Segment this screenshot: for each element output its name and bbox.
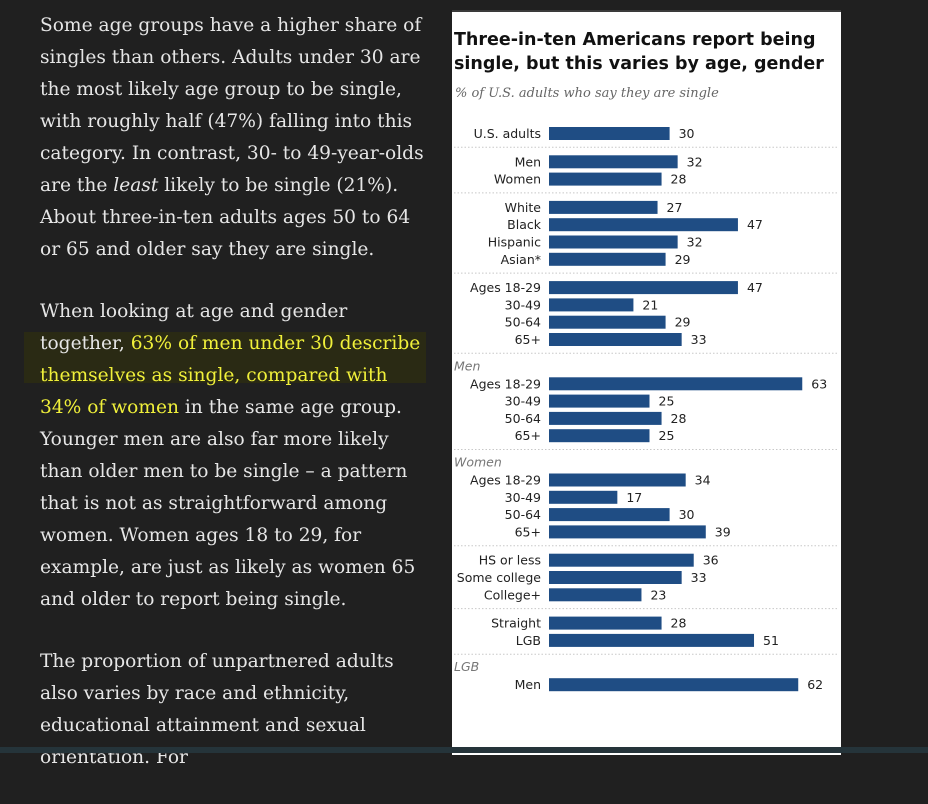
bar	[549, 155, 678, 169]
value-label: 32	[687, 235, 703, 250]
category-label: Some college	[457, 570, 542, 585]
value-label: 34	[695, 473, 711, 488]
bar	[549, 377, 803, 391]
value-label: 29	[675, 315, 691, 330]
bottom-scroll-strip	[0, 747, 928, 753]
bar-chart: U.S. adults 30 Men 32 Women 28 White 27 Black 47 H…	[454, 126, 839, 692]
bar	[549, 525, 706, 539]
group-label: Men	[454, 358, 480, 373]
category-label: 50-64	[505, 507, 541, 522]
paragraph-2: When looking at age and gender together,…	[40, 296, 425, 616]
category-label: Ages 18-29	[470, 376, 541, 391]
value-label: 33	[691, 570, 707, 585]
value-label: 30	[679, 126, 695, 141]
highlight-band	[24, 332, 426, 383]
category-label: 30-49	[505, 297, 541, 312]
bar	[549, 678, 799, 692]
value-label: 36	[703, 553, 719, 568]
category-label: U.S. adults	[474, 126, 541, 141]
bar	[549, 315, 666, 329]
chart-title: Three-in-ten Americans report being sing…	[454, 30, 824, 74]
category-label: HS or less	[479, 553, 541, 568]
paragraph-2-tail: in the same age group. Younger men are a…	[40, 397, 416, 610]
category-label: 30-49	[505, 490, 541, 505]
paragraph-3: The proportion of unpartnered adults als…	[40, 651, 394, 768]
value-label: 21	[642, 297, 658, 312]
bar	[549, 553, 694, 567]
paragraph-1-lead: Some age groups have a higher share of s…	[40, 15, 424, 196]
bar	[549, 490, 618, 504]
category-label: 65+	[515, 524, 541, 539]
bar	[549, 281, 738, 295]
bar	[549, 127, 670, 140]
value-label: 47	[747, 217, 763, 232]
category-label: 30-49	[505, 394, 541, 409]
category-label: 65+	[515, 332, 541, 347]
category-label: Men	[515, 677, 541, 692]
bar	[549, 333, 682, 346]
bar	[549, 429, 650, 443]
category-label: Black	[507, 217, 542, 232]
value-label: 25	[659, 394, 675, 409]
category-label: 65+	[515, 428, 541, 443]
bar	[549, 394, 650, 408]
bar	[549, 571, 682, 584]
paragraph-1-tail: likely to be single (21%). About three-i…	[40, 175, 411, 260]
value-label: 30	[679, 507, 695, 522]
bar	[549, 411, 662, 425]
article-text: Some age groups have a higher share of s…	[40, 10, 425, 804]
bar	[549, 218, 738, 232]
group-label: LGB	[454, 659, 479, 674]
value-label: 29	[675, 252, 691, 267]
value-label: 51	[763, 633, 779, 648]
bar	[549, 588, 642, 602]
bar	[549, 200, 658, 214]
category-label: LGB	[516, 633, 541, 648]
bar	[549, 172, 662, 186]
category-label: Ages 18-29	[470, 473, 541, 488]
value-label: 28	[671, 616, 687, 631]
value-label: 25	[659, 428, 675, 443]
value-label: 28	[671, 172, 687, 187]
value-label: 32	[687, 154, 703, 169]
group-label: Women	[454, 455, 502, 470]
bar	[549, 633, 755, 647]
paragraph-2-lead: When looking at age and gender together,	[40, 301, 348, 354]
value-label: 62	[807, 677, 823, 692]
chart-figure: Three-in-ten Americans report being sing…	[452, 10, 841, 755]
value-label: 23	[650, 587, 666, 602]
category-label: 50-64	[505, 411, 541, 426]
value-label: 63	[811, 376, 827, 391]
paragraph-1: Some age groups have a higher share of s…	[40, 10, 425, 266]
value-label: 28	[671, 411, 687, 426]
bar	[549, 235, 678, 249]
category-label: Women	[494, 172, 541, 187]
highlighted-passage[interactable]: 63% of men under 30 describe themselves …	[40, 333, 421, 418]
category-label: Asian*	[501, 252, 541, 267]
value-label: 17	[626, 490, 642, 505]
bar	[549, 298, 634, 312]
bar	[549, 508, 670, 522]
bar	[549, 252, 666, 266]
category-label: Ages 18-29	[470, 280, 541, 295]
bar	[549, 473, 686, 487]
category-label: Men	[515, 154, 541, 169]
category-label: Hispanic	[488, 235, 541, 250]
value-label: 27	[667, 200, 683, 215]
bar	[549, 616, 662, 630]
category-label: White	[505, 200, 542, 215]
emphasis-least: least	[113, 175, 159, 196]
category-label: 50-64	[505, 315, 541, 330]
category-label: College+	[484, 587, 541, 602]
chart-subtitle: % of U.S. adults who say they are single	[455, 86, 719, 101]
value-label: 47	[747, 280, 763, 295]
category-label: Straight	[491, 616, 541, 631]
value-label: 33	[691, 332, 707, 347]
value-label: 39	[715, 524, 731, 539]
